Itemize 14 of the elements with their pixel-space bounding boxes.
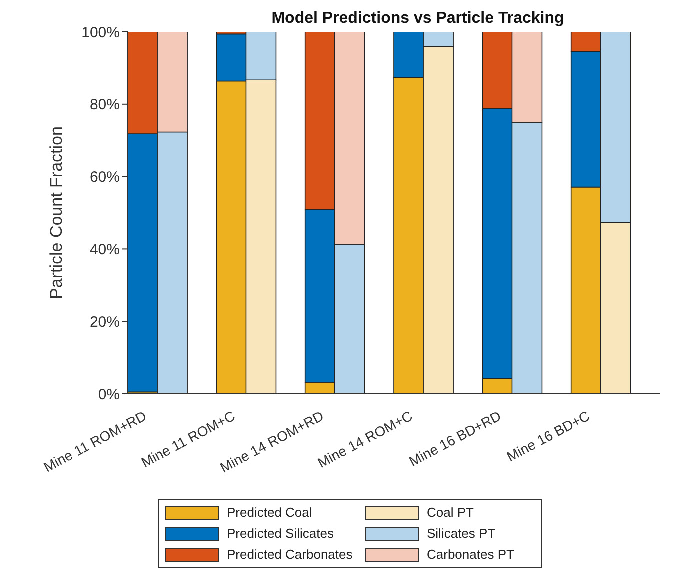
legend-label: Silicates PT	[427, 526, 496, 541]
legend-label: Carbonates PT	[427, 547, 514, 562]
y-tick-label: 100%	[82, 24, 120, 42]
y-tick-label: 20%	[90, 314, 120, 331]
y-tick-label: 0%	[98, 386, 120, 404]
legend-label: Predicted Coal	[227, 505, 312, 520]
y-tick-label: 40%	[90, 242, 120, 259]
legend-label: Predicted Silicates	[227, 526, 334, 541]
y-tick-label: 60%	[90, 169, 120, 186]
legend-label: Predicted Carbonates	[227, 547, 353, 562]
y-tick-label: 80%	[90, 96, 120, 114]
legend-label: Coal PT	[427, 505, 474, 520]
y-axis-title: Particle Count Fraction	[47, 126, 66, 300]
chart-title: Model Predictions vs Particle Tracking	[270, 10, 566, 28]
